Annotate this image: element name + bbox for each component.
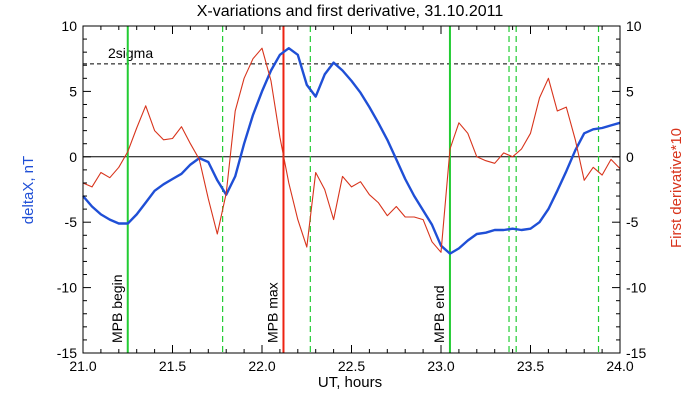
marker-mpb-max-label: MPB max (264, 282, 280, 343)
x-tick-label: 21.5 (159, 358, 186, 374)
y-tick-label-right: 10 (626, 18, 642, 34)
x-tick-label: 24.0 (606, 358, 633, 374)
x-axis-label: UT, hours (318, 374, 382, 391)
x-tick-label: 22.0 (248, 358, 275, 374)
y-tick-label-left: -5 (65, 214, 78, 230)
threshold-label: 2sigma (108, 45, 153, 61)
y-tick-label-left: -10 (57, 280, 77, 296)
x-tick-label: 23.0 (427, 358, 454, 374)
y-tick-label-right: -15 (626, 345, 646, 361)
x-tick-label: 22.5 (338, 358, 365, 374)
plot-area: 2sigma MPB begin MPB max MPB end (82, 26, 621, 353)
marker-mpb-begin-label: MPB begin (109, 275, 125, 343)
marker-mpb-end-label: MPB end (431, 285, 447, 343)
axes: 21.0 21.5 22.0 22.5 23.0 23.5 24.0 10 10 5 5 0 0 -5 -5… (57, 18, 647, 374)
y-axis-label-right: First derivative*10 (668, 128, 685, 248)
y-tick-label-right: -5 (626, 214, 639, 230)
chart-title: X-variations and first derivative, 31.10… (197, 3, 504, 20)
plot-frame (82, 25, 621, 354)
y-tick-label-left: 10 (61, 18, 77, 34)
y-tick-label-left: 0 (69, 149, 77, 165)
series-derivative-line (82, 47, 621, 253)
series-deltax-line (82, 47, 621, 255)
y-tick-label-right: 5 (626, 83, 634, 99)
y-tick-label-right: 0 (626, 149, 634, 165)
y-tick-label-right: -10 (626, 280, 646, 296)
y-tick-label-left: 5 (69, 83, 77, 99)
y-tick-label-left: -15 (57, 345, 77, 361)
x-tick-label: 23.5 (517, 358, 544, 374)
y-axis-label-left: deltaX, nT (20, 156, 37, 224)
x-tick-label: 21.0 (69, 358, 96, 374)
